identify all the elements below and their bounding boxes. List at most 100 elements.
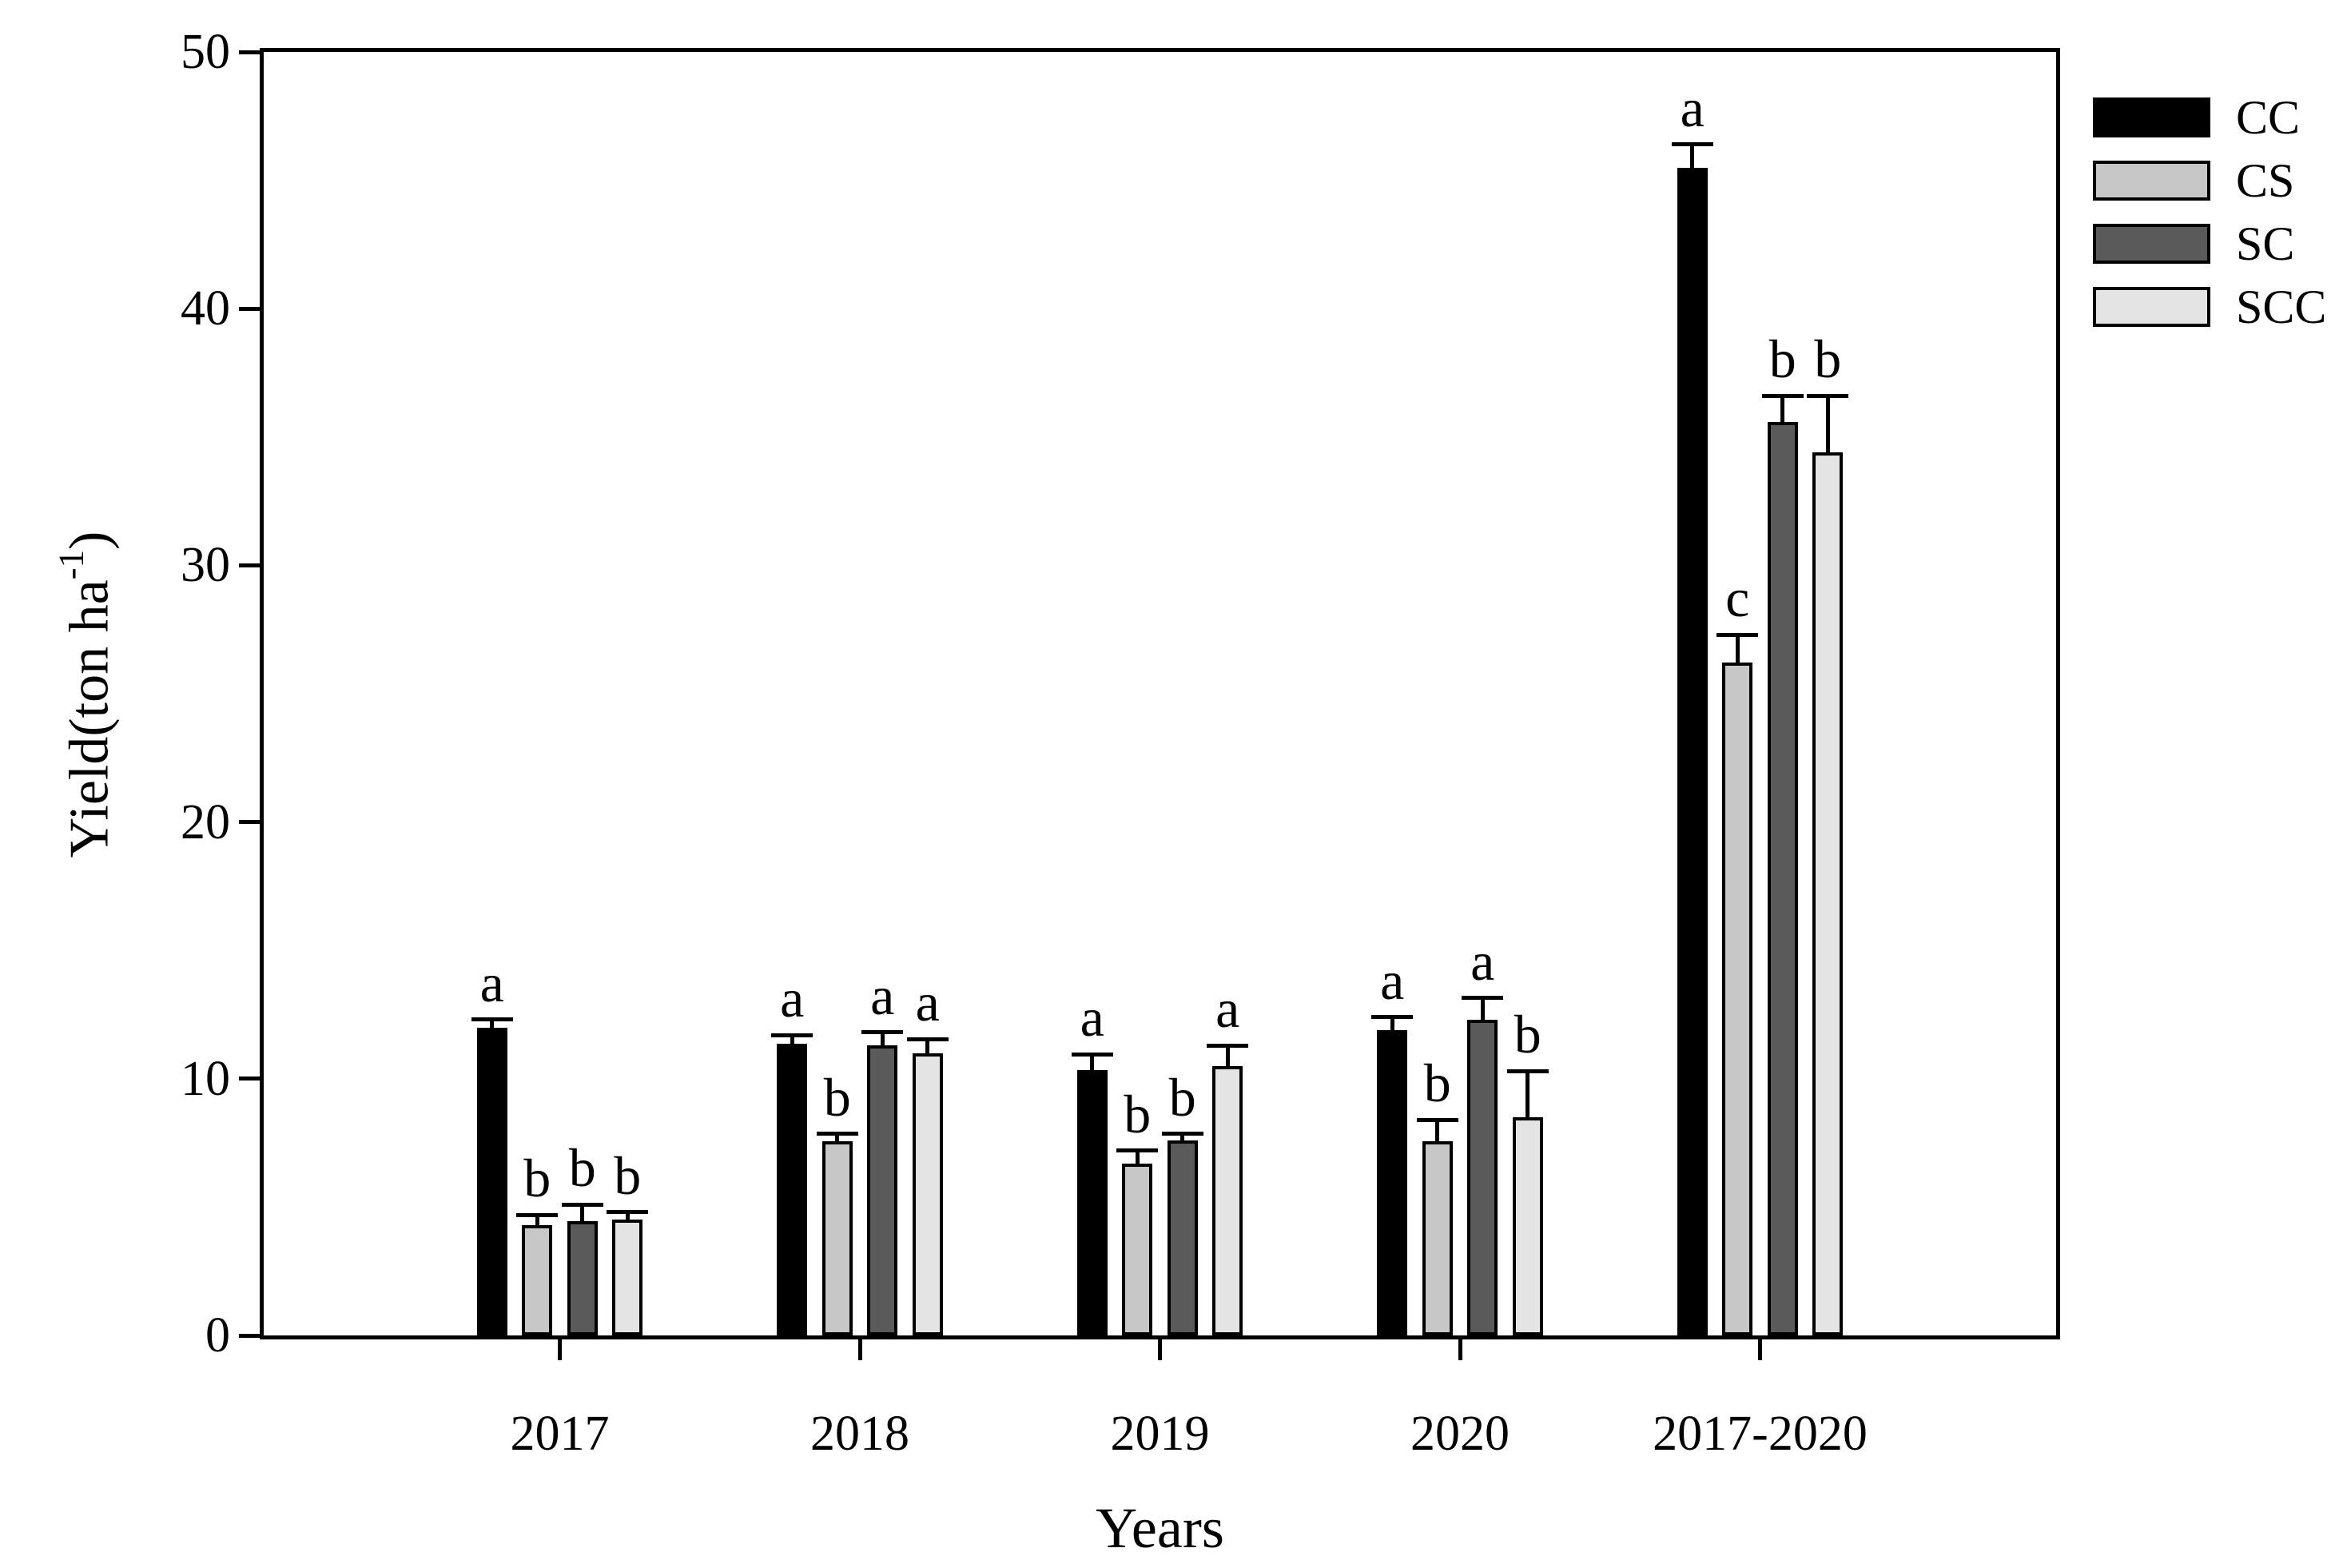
legend-item-CS: CS xyxy=(2093,157,2326,205)
x-tick-mark xyxy=(1458,1339,1462,1360)
x-tick-label: 2017-2020 xyxy=(1653,1407,1868,1461)
error-bar-stem xyxy=(790,1035,794,1045)
significance-letter: a xyxy=(1680,77,1705,138)
bar-CS-2017-2020 xyxy=(1722,663,1753,1335)
significance-letter: b xyxy=(1814,328,1842,390)
bar-SC-2017 xyxy=(567,1221,598,1335)
error-bar-cap xyxy=(816,1132,858,1136)
significance-letter: a xyxy=(479,952,504,1013)
significance-letter: c xyxy=(1725,567,1750,629)
significance-letter: b xyxy=(1168,1066,1196,1128)
significance-letter: b xyxy=(614,1144,642,1206)
significance-letter: b xyxy=(1423,1053,1451,1114)
bar-SC-2020 xyxy=(1467,1019,1498,1335)
legend: CC CS SC SCC xyxy=(2093,94,2327,350)
y-axis-title-superscript: -1 xyxy=(50,550,91,580)
y-tick-mark xyxy=(239,1333,260,1338)
error-bar-cap xyxy=(1761,393,1804,398)
legend-swatch-CC xyxy=(2093,98,2210,137)
error-bar-cap xyxy=(1716,632,1759,637)
error-bar-stem xyxy=(1780,396,1785,422)
error-bar-stem xyxy=(1390,1017,1394,1030)
error-bar-cap xyxy=(1671,142,1713,147)
error-bar-stem xyxy=(1225,1045,1230,1066)
y-tick-mark xyxy=(239,50,260,54)
significance-letter: b xyxy=(1768,328,1796,390)
significance-letter: a xyxy=(1470,930,1495,992)
y-tick-mark xyxy=(239,306,260,311)
error-bar-stem xyxy=(1180,1133,1185,1140)
bar-CS-2019 xyxy=(1122,1163,1153,1335)
legend-swatch-CS xyxy=(2093,161,2210,201)
legend-label-SC: SC xyxy=(2236,217,2295,270)
significance-letter: a xyxy=(1080,987,1104,1049)
error-bar-stem xyxy=(1735,635,1740,663)
legend-item-CC: CC xyxy=(2093,94,2326,141)
error-bar-stem xyxy=(1825,396,1830,453)
significance-letter: b xyxy=(1124,1083,1152,1144)
error-bar-cap xyxy=(516,1212,559,1217)
error-bar-stem xyxy=(1526,1071,1530,1117)
error-bar-cap xyxy=(1462,996,1504,1001)
y-tick-label: 30 xyxy=(181,538,230,593)
y-tick-label: 0 xyxy=(205,1308,230,1363)
bar-SCC-2019 xyxy=(1212,1065,1243,1335)
x-tick-mark xyxy=(1158,1339,1162,1360)
x-tick-label: 2019 xyxy=(1110,1407,1210,1461)
error-bar-stem xyxy=(880,1032,885,1046)
error-bar-stem xyxy=(1690,144,1695,168)
bar-CC-2018 xyxy=(777,1044,808,1335)
y-tick-label: 50 xyxy=(181,25,230,79)
error-bar-cap xyxy=(561,1202,603,1207)
x-tick-mark xyxy=(857,1339,862,1360)
error-bar-cap xyxy=(1416,1117,1458,1122)
bar-CC-2017-2020 xyxy=(1677,167,1708,1335)
error-bar-cap xyxy=(1161,1132,1203,1136)
bar-CS-2020 xyxy=(1422,1141,1453,1335)
error-bar-cap xyxy=(1371,1015,1414,1020)
error-bar-cap xyxy=(1207,1043,1249,1048)
error-bar-stem xyxy=(835,1133,840,1142)
significance-letter: b xyxy=(1514,1004,1541,1065)
bar-CS-2017 xyxy=(522,1224,553,1335)
x-tick-label: 2020 xyxy=(1410,1407,1510,1461)
y-tick-mark xyxy=(239,820,260,825)
bar-CC-2020 xyxy=(1377,1029,1408,1335)
error-bar-stem xyxy=(925,1039,930,1053)
legend-label-CC: CC xyxy=(2236,91,2301,144)
legend-item-SC: SC xyxy=(2093,220,2326,268)
error-bar-cap xyxy=(771,1033,813,1037)
bar-SCC-2017 xyxy=(612,1220,643,1335)
error-bar-stem xyxy=(535,1215,539,1225)
error-bar-stem xyxy=(580,1204,585,1222)
error-bar-stem xyxy=(625,1212,630,1220)
error-bar-cap xyxy=(1116,1148,1159,1153)
y-tick-label: 20 xyxy=(181,794,230,850)
significance-letter: a xyxy=(780,968,805,1029)
y-axis-title-close: ) xyxy=(58,531,121,550)
significance-letter: a xyxy=(1215,978,1240,1040)
legend-label-SCC: SCC xyxy=(2236,281,2327,333)
y-tick-label: 40 xyxy=(181,281,230,336)
bar-CC-2017 xyxy=(476,1027,507,1335)
error-bar-cap xyxy=(1071,1052,1113,1057)
y-tick-mark xyxy=(239,1077,260,1081)
error-bar-stem xyxy=(1435,1120,1440,1142)
y-axis-title: Yield(ton ha-1) xyxy=(48,531,121,858)
x-tick-label: 2017 xyxy=(510,1407,610,1461)
legend-swatch-SCC xyxy=(2093,287,2210,327)
bar-SC-2019 xyxy=(1167,1140,1198,1335)
significance-letter: b xyxy=(568,1137,596,1199)
error-bar-cap xyxy=(471,1017,513,1022)
significance-letter: b xyxy=(523,1148,551,1209)
significance-letter: a xyxy=(1380,949,1405,1011)
error-bar-cap xyxy=(906,1037,949,1041)
error-bar-stem xyxy=(490,1019,495,1028)
significance-letter: a xyxy=(870,965,895,1026)
error-bar-stem xyxy=(1135,1150,1140,1164)
legend-swatch-SC xyxy=(2093,224,2210,264)
bar-SC-2017-2020 xyxy=(1767,421,1798,1335)
bar-CC-2019 xyxy=(1076,1069,1108,1335)
y-axis-title-text: Yield(ton ha xyxy=(58,579,121,858)
